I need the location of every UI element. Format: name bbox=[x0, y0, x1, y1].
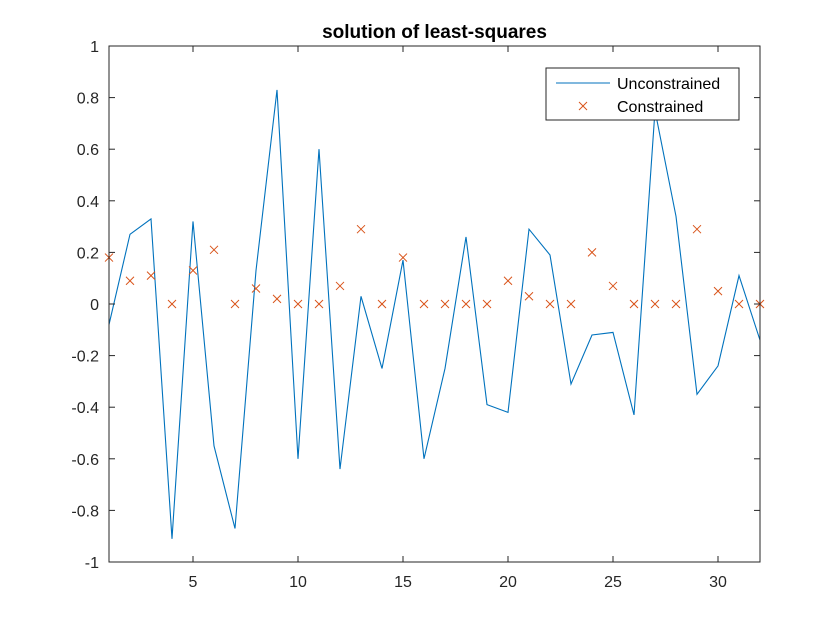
marker-constrained bbox=[251, 284, 261, 293]
plot-area bbox=[104, 89, 765, 539]
marker-constrained bbox=[398, 253, 408, 262]
legend: Unconstrained Constrained bbox=[545, 67, 740, 121]
y-tick-label: 1 bbox=[90, 39, 99, 56]
marker-constrained bbox=[125, 276, 135, 286]
axes-box bbox=[108, 45, 761, 563]
marker-constrained bbox=[440, 299, 450, 309]
marker-constrained bbox=[419, 299, 429, 309]
y-tick-label: -1 bbox=[85, 555, 99, 572]
axes: 5 10 15 20 25 30 -1 -0.8 -0.6 -0.4 -0.2 0 0.2 0.4 0.6 0… bbox=[71, 39, 761, 591]
marker-constrained bbox=[671, 299, 681, 309]
y-tick-label: 0.6 bbox=[77, 142, 99, 159]
marker-constrained bbox=[503, 276, 513, 286]
marker-constrained bbox=[566, 299, 576, 309]
marker-constrained bbox=[587, 248, 597, 257]
marker-constrained bbox=[335, 281, 345, 291]
y-tick-label: 0.2 bbox=[77, 245, 99, 262]
marker-constrained bbox=[146, 271, 156, 280]
y-tick-label: -0.4 bbox=[71, 400, 99, 417]
marker-constrained bbox=[650, 299, 660, 309]
legend-entry-constrained: Constrained bbox=[617, 99, 703, 116]
chart-title: solution of least-squares bbox=[322, 22, 547, 43]
marker-constrained bbox=[545, 299, 555, 309]
marker-constrained bbox=[461, 299, 471, 309]
x-tick-label: 15 bbox=[394, 574, 412, 591]
marker-constrained bbox=[188, 266, 198, 275]
y-tick-label: -0.6 bbox=[71, 452, 99, 469]
y-tick-label: 0.4 bbox=[77, 194, 99, 211]
y-tick-label: 0 bbox=[90, 297, 99, 314]
marker-constrained bbox=[629, 299, 639, 309]
x-tick-label: 30 bbox=[709, 574, 727, 591]
legend-marker-swatch bbox=[578, 101, 588, 111]
x-tick-label: 25 bbox=[604, 574, 622, 591]
x-tick-label: 10 bbox=[289, 574, 307, 591]
marker-constrained bbox=[314, 299, 324, 309]
marker-constrained bbox=[524, 291, 534, 301]
marker-constrained bbox=[209, 245, 219, 255]
y-tick-label: -0.8 bbox=[71, 503, 99, 520]
marker-constrained bbox=[608, 281, 618, 291]
legend-entry-unconstrained: Unconstrained bbox=[617, 76, 720, 93]
marker-constrained bbox=[692, 224, 702, 234]
marker-constrained bbox=[272, 294, 282, 304]
x-tick-label: 20 bbox=[499, 574, 517, 591]
y-tick-label: 0.8 bbox=[77, 91, 99, 108]
series-line-unconstrained bbox=[109, 89, 760, 539]
x-tick-label: 5 bbox=[189, 574, 198, 591]
marker-constrained bbox=[713, 286, 723, 296]
y-tick-label: -0.2 bbox=[71, 349, 99, 366]
marker-constrained bbox=[167, 299, 177, 309]
marker-constrained bbox=[293, 299, 303, 309]
marker-constrained bbox=[377, 299, 387, 309]
legend-box bbox=[545, 67, 740, 121]
marker-constrained bbox=[356, 224, 366, 234]
marker-constrained bbox=[734, 299, 744, 309]
marker-constrained bbox=[482, 299, 492, 309]
marker-constrained bbox=[230, 299, 240, 309]
